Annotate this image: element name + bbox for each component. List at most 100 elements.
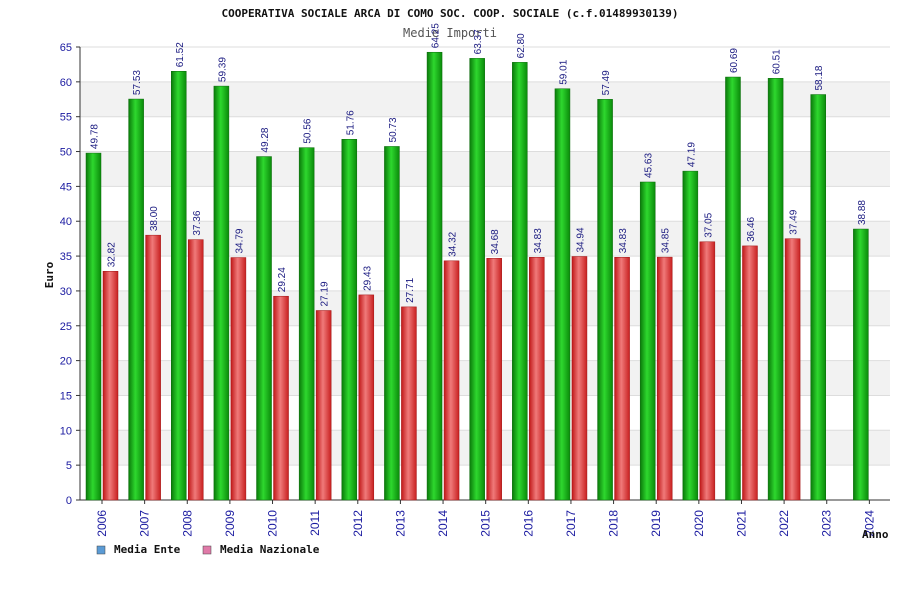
bar-media-ente (213, 85, 230, 501)
bar-media-ente (171, 71, 187, 501)
bar-media-ente (682, 170, 699, 501)
bar-media-ente (810, 94, 826, 501)
bar-media-ente (512, 62, 528, 501)
bar-media-ente (725, 76, 741, 501)
data-label: 36.46 (746, 216, 757, 241)
data-label: 62.80 (516, 33, 527, 58)
bar-media-ente (256, 156, 272, 501)
data-label: 60.69 (729, 48, 740, 73)
bar-media-nazionale (145, 234, 161, 501)
bar-media-nazionale (443, 260, 460, 501)
data-label: 34.68 (490, 229, 501, 254)
x-tick-label: 2011 (308, 510, 322, 536)
bar-media-ente (384, 146, 400, 501)
y-tick-label: 50 (60, 147, 72, 159)
bar-media-ente (128, 98, 144, 501)
axes: 0 5 10 15 20 25 30 35 40 45 50 55 60 65 2006 2007 2008 20… (60, 42, 890, 537)
x-tick-label: 2015 (479, 510, 493, 537)
x-tick-label: 2014 (436, 510, 450, 537)
data-label: 32.82 (107, 242, 118, 267)
data-label: 34.85 (661, 228, 672, 253)
bar-media-nazionale (315, 310, 332, 501)
data-label: 64.25 (431, 23, 442, 48)
bar-media-nazionale (230, 257, 247, 501)
legend-swatch-media-nazionale (202, 545, 212, 555)
bar-media-ente (639, 181, 656, 501)
bar-media-ente (554, 88, 571, 501)
data-label: 37.49 (789, 209, 800, 234)
x-tick-label: 2019 (649, 510, 663, 537)
bar-media-ente (469, 58, 485, 501)
y-tick-label: 30 (60, 286, 72, 298)
bar-media-nazionale (273, 295, 289, 501)
y-tick-label: 60 (60, 77, 72, 89)
data-label: 38.00 (149, 206, 160, 231)
y-tick-label: 0 (66, 495, 72, 507)
bar-media-ente (341, 139, 358, 501)
y-tick-label: 45 (60, 181, 72, 193)
x-tick-label: 2007 (138, 510, 152, 537)
legend-label-media-ente: Media Ente (114, 543, 181, 556)
bar-media-nazionale (656, 256, 673, 501)
bar-media-ente (85, 152, 102, 501)
x-tick-label: 2009 (223, 510, 237, 537)
data-labels: 49.78 32.82 57.53 38.00 61.52 37.36 59.39 34.79… (90, 23, 868, 307)
data-label: 49.28 (260, 127, 271, 152)
y-tick-label: 65 (60, 42, 72, 54)
x-tick-label: 2024 (862, 510, 876, 537)
data-label: 58.18 (814, 65, 825, 90)
data-label: 37.05 (703, 212, 714, 237)
legend-label-media-nazionale: Media Nazionale (220, 543, 320, 556)
x-tick-label: 2017 (564, 510, 578, 537)
data-label: 27.19 (320, 281, 331, 306)
bar-media-ente (767, 78, 784, 501)
bar-media-nazionale (784, 238, 801, 501)
x-axis-label: Anno (862, 528, 889, 541)
y-tick-label: 20 (60, 356, 72, 368)
chart-title: COOPERATIVA SOCIALE ARCA DI COMO SOC. CO… (222, 7, 679, 20)
bars (85, 51, 869, 501)
y-axis-label: Euro (43, 261, 56, 288)
bar-media-nazionale (614, 257, 630, 501)
y-tick-label: 15 (60, 390, 72, 402)
x-tick-label: 2008 (180, 510, 194, 537)
y-tick-label: 40 (60, 216, 72, 228)
y-tick-label: 25 (60, 321, 72, 333)
grid-band (80, 47, 890, 82)
legend-swatch-media-ente (96, 545, 106, 555)
y-tick-label: 10 (60, 425, 72, 437)
data-label: 29.43 (362, 265, 373, 290)
bar-media-nazionale (358, 294, 375, 501)
bar-media-nazionale (742, 245, 758, 501)
x-tick-label: 2018 (607, 510, 621, 537)
x-tick-label: 2013 (393, 510, 407, 537)
data-label: 34.94 (575, 227, 586, 252)
x-tick-label: 2016 (521, 510, 535, 537)
data-label: 29.24 (277, 267, 288, 292)
x-tick-label: 2020 (692, 510, 706, 537)
data-label: 38.88 (857, 200, 868, 225)
bar-media-nazionale (699, 241, 716, 501)
data-label: 37.36 (192, 210, 203, 235)
data-label: 60.51 (772, 49, 783, 74)
x-tick-label: 2006 (95, 510, 109, 537)
bar-media-nazionale (529, 257, 545, 501)
data-label: 47.19 (686, 142, 697, 167)
data-label: 34.32 (448, 231, 459, 256)
data-label: 51.76 (345, 110, 356, 135)
data-label: 59.01 (558, 59, 569, 84)
data-label: 34.79 (234, 228, 245, 253)
data-label: 61.52 (175, 42, 186, 67)
bar-media-nazionale (401, 306, 417, 501)
data-label: 34.83 (618, 228, 629, 253)
data-label: 59.39 (217, 57, 228, 82)
bar-media-ente (426, 51, 443, 501)
data-label: 50.56 (303, 118, 314, 143)
bar-media-ente (853, 228, 869, 501)
data-label: 63.37 (473, 29, 484, 54)
data-label: 50.73 (388, 117, 399, 142)
data-label: 27.71 (405, 277, 416, 302)
bar-media-nazionale (188, 239, 204, 501)
bar-media-ente (298, 147, 315, 501)
